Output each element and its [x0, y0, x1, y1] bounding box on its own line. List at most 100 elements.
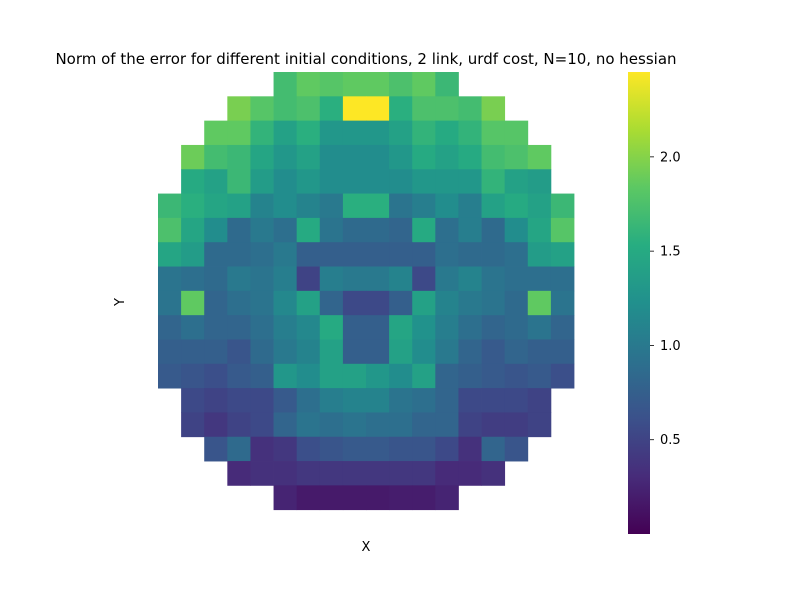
heatmap-cell	[527, 266, 552, 292]
heatmap-cell	[481, 339, 506, 365]
heatmap-cell	[504, 315, 529, 340]
heatmap-cell	[389, 412, 413, 438]
heatmap-cell	[227, 461, 251, 486]
heatmap-cell	[250, 339, 274, 365]
heatmap-cell	[504, 412, 529, 438]
heatmap-cell	[504, 290, 529, 316]
heatmap-cell	[550, 242, 575, 267]
heatmap-cell	[319, 72, 344, 97]
heatmap-cell	[296, 144, 321, 170]
heatmap-cell	[204, 266, 228, 292]
heatmap-cell	[481, 96, 506, 122]
heatmap-cell	[550, 339, 575, 365]
heatmap-cell	[504, 436, 529, 462]
heatmap-cell	[412, 388, 436, 413]
heatmap-cell	[481, 315, 506, 340]
heatmap-cell	[342, 193, 367, 219]
heatmap-cell	[458, 266, 482, 292]
heatmap-cell	[458, 412, 482, 438]
x-axis-label: X	[362, 540, 371, 555]
heatmap-cell	[342, 144, 367, 170]
heatmap-cell	[504, 339, 529, 365]
heatmap-cell	[527, 193, 552, 219]
heatmap-cell	[504, 193, 529, 219]
heatmap-cell	[504, 144, 529, 170]
heatmap-cell	[481, 461, 506, 486]
heatmap-cell	[181, 363, 205, 389]
heatmap-cell	[342, 217, 367, 243]
heatmap-cell	[273, 436, 298, 462]
heatmap-cell	[250, 169, 274, 194]
heatmap-cell	[458, 217, 482, 243]
heatmap-cell	[342, 290, 367, 316]
heatmap-cell	[204, 436, 228, 462]
heatmap-cell	[204, 290, 228, 316]
heatmap-cell	[412, 266, 436, 292]
heatmap-cell	[366, 485, 390, 511]
heatmap-cell	[158, 266, 182, 292]
heatmap-cell	[435, 144, 459, 170]
heatmap-cell	[342, 412, 367, 438]
heatmap-cell	[342, 72, 367, 97]
heatmap-cell	[227, 388, 251, 413]
heatmap-cell	[204, 388, 228, 413]
heatmap-cell	[342, 315, 367, 340]
heatmap-cell	[481, 363, 506, 389]
heatmap-cell	[550, 290, 575, 316]
heatmap-cell	[550, 315, 575, 340]
heatmap-cell	[412, 72, 436, 97]
heatmap-cell	[550, 363, 575, 389]
heatmap-cell	[435, 120, 459, 146]
heatmap-cell	[227, 315, 251, 340]
heatmap-cell	[366, 412, 390, 438]
heatmap-cell	[204, 193, 228, 219]
heatmap-cell	[250, 96, 274, 122]
heatmap-cell	[250, 193, 274, 219]
heatmap-cell	[273, 266, 298, 292]
heatmap-cell	[366, 290, 390, 316]
heatmap-cell	[458, 461, 482, 486]
heatmap-cell	[342, 120, 367, 146]
heatmap-cell	[458, 120, 482, 146]
heatmap-cell	[412, 436, 436, 462]
heatmap-cell	[273, 242, 298, 267]
heatmap-cell	[319, 315, 344, 340]
heatmap-cell	[435, 388, 459, 413]
heatmap-cell	[550, 217, 575, 243]
heatmap-cell	[250, 461, 274, 486]
heatmap-cell	[504, 388, 529, 413]
heatmap-cell	[181, 169, 205, 194]
heatmap-cell	[412, 96, 436, 122]
heatmap-cell	[250, 266, 274, 292]
heatmap-cell	[227, 193, 251, 219]
heatmap-cell	[227, 266, 251, 292]
heatmap-cell	[273, 144, 298, 170]
heatmap-cell	[204, 169, 228, 194]
y-axis-label: Y	[113, 298, 128, 307]
heatmap-cell	[481, 120, 506, 146]
heatmap-cell	[296, 120, 321, 146]
heatmap-cell	[204, 242, 228, 267]
heatmap-cell	[366, 242, 390, 267]
heatmap-cell	[389, 72, 413, 97]
heatmap-cell	[204, 315, 228, 340]
heatmap-cell	[158, 242, 182, 267]
heatmap-cell	[250, 363, 274, 389]
heatmap-cell	[527, 363, 552, 389]
heatmap-cell	[227, 96, 251, 122]
colorbar-ticks: 0.5 1.0 1.5 2.0	[650, 150, 681, 448]
heatmap-cell	[458, 169, 482, 194]
heatmap-cell	[481, 193, 506, 219]
heatmap-cell	[296, 412, 321, 438]
heatmap-cell	[366, 266, 390, 292]
heatmap-cell	[527, 217, 552, 243]
heatmap-cell	[273, 388, 298, 413]
heatmap-cell	[412, 485, 436, 511]
heatmap-cell	[250, 388, 274, 413]
heatmap-cell	[319, 412, 344, 438]
heatmap-cell	[435, 217, 459, 243]
heatmap-cell	[319, 193, 344, 219]
heatmap-cell	[481, 290, 506, 316]
heatmap-cell	[250, 242, 274, 267]
